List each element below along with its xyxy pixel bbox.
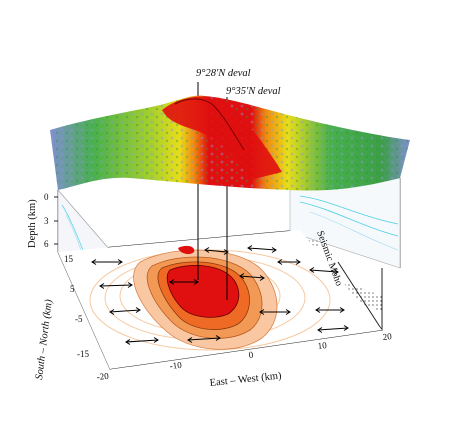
- arrowhead: [343, 325, 349, 331]
- arrowhead: [295, 259, 301, 265]
- arrowhead: [117, 259, 123, 265]
- double-arrow-1: [204, 249, 229, 253]
- ew-tick-minus20: -20: [96, 371, 109, 382]
- double-arrow-12: [317, 327, 349, 331]
- ew-tick-10: 10: [317, 340, 327, 351]
- right-wall-trace-3: [309, 211, 399, 251]
- arrowhead: [193, 279, 199, 285]
- arrowhead: [239, 273, 245, 279]
- arrowhead: [204, 247, 210, 253]
- ns-tick-minus15: -15: [77, 349, 89, 359]
- floor-contour-map: [58, 230, 382, 369]
- arrowhead: [247, 245, 253, 251]
- double-arrow-11: [187, 337, 221, 341]
- arrowhead: [125, 339, 131, 345]
- arrowhead: [259, 275, 265, 281]
- ns-tick-minus5: -5: [75, 314, 83, 324]
- ew-tick-minus10: -10: [169, 360, 182, 371]
- arrowhead: [317, 327, 323, 333]
- ns-tick-5: 5: [70, 284, 75, 294]
- arrowhead: [153, 337, 159, 343]
- north-south-axis-title: South – North (km): [34, 298, 55, 380]
- ridge-axis-line: [174, 98, 245, 151]
- arrowhead: [127, 282, 133, 288]
- double-arrow-2: [247, 247, 277, 251]
- contour-fill-core-north: [178, 245, 195, 255]
- arrowhead: [285, 309, 291, 315]
- contour-fill-core: [166, 265, 240, 318]
- arrowhead: [271, 247, 277, 253]
- deval-label-1: 9°28'N deval: [196, 68, 251, 79]
- arrowhead: [91, 259, 97, 265]
- double-arrow-7: [109, 309, 141, 313]
- arrowhead: [135, 307, 141, 313]
- arrowhead: [309, 267, 315, 273]
- depth-tick-3: 3: [44, 216, 49, 226]
- double-arrow-5: [239, 275, 265, 279]
- arrowhead: [333, 269, 339, 275]
- arrowhead: [187, 337, 193, 343]
- arrowhead: [109, 309, 115, 315]
- right-wall-trace-2: [299, 201, 399, 237]
- double-arrow-6: [309, 269, 339, 273]
- depth-axis-title: Depth (km): [27, 199, 38, 248]
- arrowhead: [259, 309, 265, 315]
- arrowhead: [277, 259, 283, 265]
- bathymetry-surface: [50, 95, 410, 191]
- deval-label-2: 9°35'N deval: [226, 86, 281, 97]
- right-wall-trace-1: [299, 195, 399, 225]
- double-arrow-10: [125, 339, 159, 343]
- depth-tick-0: 0: [44, 192, 49, 202]
- flow-arrows: [91, 245, 349, 345]
- arrowhead: [339, 307, 345, 313]
- double-arrow-3: [99, 284, 133, 287]
- ew-tick-20: 20: [382, 331, 392, 342]
- arrowhead: [223, 249, 229, 255]
- ew-tick-0: 0: [248, 350, 254, 360]
- depth-axis: Depth (km) 0 3 6: [27, 192, 58, 249]
- arrowhead: [169, 279, 175, 285]
- depth-tick-6: 6: [44, 239, 49, 249]
- arrowhead: [215, 335, 221, 341]
- east-west-axis-title: East – West (km): [209, 370, 282, 389]
- arrowhead: [99, 283, 105, 289]
- ridge-crest: [162, 96, 282, 180]
- arrowhead: [315, 307, 321, 313]
- ns-tick-15: 15: [64, 254, 74, 264]
